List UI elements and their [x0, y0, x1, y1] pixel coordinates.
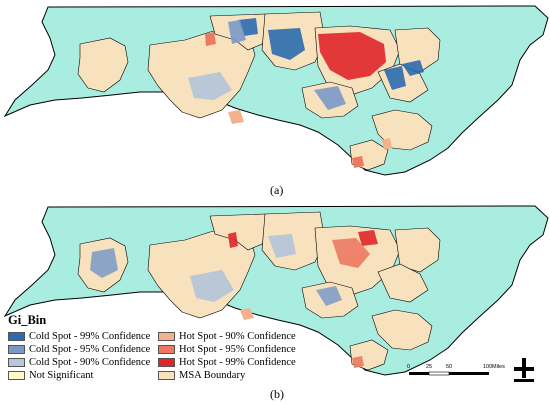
panel-label-b: (b): [270, 387, 284, 401]
cold-spots-95: [90, 248, 342, 306]
scale-unit: Miles: [492, 364, 505, 370]
cold-spots-99: [238, 18, 424, 90]
legend-label: Hot Spot - 99% Confidence: [179, 357, 296, 368]
legend-label: MSA Boundary: [179, 370, 246, 381]
legend-swatch: [158, 332, 175, 341]
legend-swatch: [8, 358, 25, 367]
scale-tick-25: 25: [426, 364, 433, 370]
north-arrow-icon: [514, 358, 534, 382]
legend-item-msa-boundary: MSA Boundary: [158, 370, 245, 381]
panel-label-a: (a): [270, 183, 284, 197]
hot-spots-90: [240, 308, 254, 320]
legend-swatch: [158, 358, 175, 367]
hot-spots-99: [228, 230, 378, 248]
legend-swatch: [8, 332, 25, 341]
cold-spots-90: [190, 234, 296, 302]
legend-item-hot-90: Hot Spot - 90% Confidence: [158, 331, 296, 342]
legend-item-cold-99: Cold Spot - 99% Confidence: [8, 331, 150, 342]
hot-spots-95: [332, 238, 370, 368]
scale-tick-0: 0: [407, 364, 411, 370]
hot-spots-90: [228, 110, 392, 150]
legend-item-not-significant: Not Significant: [8, 370, 93, 381]
legend-title: Gi_Bin: [8, 313, 47, 327]
scale-bar-graphic: [409, 371, 489, 376]
legend-item-cold-90: Cold Spot - 90% Confidence: [8, 357, 150, 368]
legend-swatch: [8, 345, 25, 354]
legend: Gi_Bin Cold Spot - 99% Confidence Cold S…: [8, 313, 388, 385]
hot-spots-95: [205, 32, 364, 168]
legend-swatch: [158, 371, 175, 380]
scale-bar: 0 25 50 100 Miles: [405, 362, 505, 384]
legend-label: Cold Spot - 99% Confidence: [29, 331, 151, 342]
legend-label: Hot Spot - 95% Confidence: [179, 344, 296, 355]
legend-item-hot-95: Hot Spot - 95% Confidence: [158, 344, 296, 355]
map-panel-a: [3, 5, 549, 176]
scale-tick-100: 100: [483, 364, 493, 370]
cold-spots-95: [228, 20, 346, 110]
cold-spots-90: [188, 72, 232, 100]
legend-item-cold-95: Cold Spot - 95% Confidence: [8, 344, 150, 355]
map-panel-b: [3, 205, 549, 376]
legend-swatch: [8, 371, 25, 380]
legend-label: Cold Spot - 90% Confidence: [29, 357, 151, 368]
hot-spots-99: [318, 32, 386, 80]
legend-label: Hot Spot - 90% Confidence: [179, 331, 296, 342]
legend-label: Cold Spot - 95% Confidence: [29, 344, 151, 355]
legend-item-hot-99: Hot Spot - 99% Confidence: [158, 357, 296, 368]
msa-asheville: [77, 37, 129, 93]
msa-jacksonville: [371, 309, 433, 351]
legend-label: Not Significant: [29, 370, 94, 381]
scale-tick-50: 50: [446, 364, 453, 370]
msa-greenville: [377, 263, 429, 303]
legend-swatch: [158, 345, 175, 354]
